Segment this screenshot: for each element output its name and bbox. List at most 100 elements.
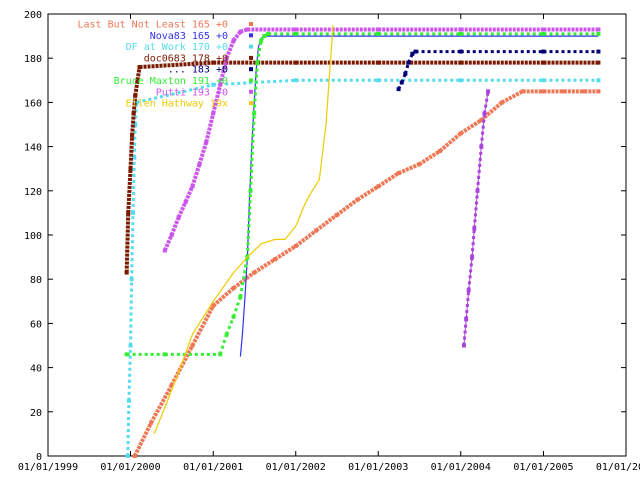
x-tick-label: 01/01/2000 — [100, 462, 160, 473]
series-line — [153, 25, 334, 435]
series-segment — [438, 131, 463, 153]
series-segment — [470, 228, 476, 258]
y-tick-label: 160 — [24, 98, 42, 109]
series-segment — [259, 35, 266, 42]
legend-marker — [249, 55, 253, 60]
series-3 — [124, 60, 601, 275]
series-segment — [133, 80, 140, 97]
series-segment — [211, 84, 223, 114]
legend-marker — [249, 89, 253, 94]
series-segment — [169, 216, 181, 236]
series-segment — [464, 290, 471, 320]
legend-marker — [249, 101, 253, 106]
series-segment — [377, 171, 400, 189]
legend-marker — [249, 44, 253, 49]
series-line — [239, 35, 599, 357]
x-tick-label: 01/01/1999 — [18, 462, 78, 473]
y-tick-label: 60 — [30, 319, 42, 330]
series-5 — [124, 31, 601, 357]
x-tick-label: 01/01/2006 — [596, 462, 640, 473]
series-segment — [239, 27, 248, 34]
y-tick-label: 120 — [24, 187, 42, 198]
data-point — [486, 89, 491, 94]
series-segment — [418, 149, 442, 166]
series-segment — [136, 83, 214, 104]
plot-area — [47, 13, 627, 457]
series-segment — [472, 190, 479, 229]
series-segment — [263, 32, 269, 38]
x-tick-label: 01/01/2003 — [348, 462, 408, 473]
legend-label: Bruce Maxton 191 +0 — [114, 76, 228, 87]
x-tick-label: 01/01/2001 — [183, 462, 243, 473]
series-segment — [211, 286, 235, 308]
x-tick-label: 01/01/2002 — [266, 462, 326, 473]
series-segment — [483, 91, 490, 114]
legend-label: Nova83 165 +0 — [150, 31, 228, 42]
series-segment — [213, 78, 296, 87]
series-2 — [125, 78, 601, 458]
y-tick-label: 0 — [36, 452, 42, 463]
y-tick-label: 200 — [24, 10, 42, 21]
series-1 — [239, 35, 599, 357]
series-segment — [462, 318, 468, 346]
series-segment — [238, 256, 249, 298]
legend-label: Last But Not Least 165 +0 — [77, 20, 228, 31]
series-segment — [163, 234, 174, 252]
series-segment — [204, 112, 216, 143]
series-segment — [131, 95, 138, 114]
legend-label: Putti 193 +0 — [156, 87, 228, 98]
series-segment — [224, 39, 236, 59]
series-segment — [400, 73, 407, 84]
legend-marker — [249, 33, 253, 38]
legend-marker — [249, 22, 253, 26]
y-tick-label: 180 — [24, 54, 42, 65]
legend-label: Ellen Hathway 19x — [126, 99, 228, 110]
series-segment — [130, 212, 135, 280]
series-6 — [162, 27, 601, 253]
series-segment — [475, 146, 483, 191]
x-tick-label: 01/01/2004 — [431, 462, 491, 473]
y-tick-label: 80 — [30, 275, 42, 286]
series-4 — [396, 49, 601, 92]
series-segment — [397, 162, 420, 175]
series-segment — [139, 60, 214, 70]
series-segment — [245, 190, 253, 258]
series-segment — [294, 228, 318, 248]
series-7 — [153, 25, 334, 435]
series-segment — [255, 40, 263, 63]
legend-marker — [249, 78, 253, 83]
data-point — [125, 454, 130, 458]
series-segment — [133, 421, 153, 457]
series-segment — [397, 81, 404, 90]
series-segment — [135, 66, 142, 81]
legend-label: DF at Work 170 +0 — [126, 42, 228, 53]
series-segment — [335, 198, 359, 217]
series-segment — [126, 168, 133, 214]
series-segment — [411, 50, 417, 56]
series-segment — [252, 62, 259, 114]
series-segment — [273, 244, 297, 261]
series-segment — [231, 30, 242, 42]
y-axis: 0 20 40 60 80 100 120 140 160 180 200 — [24, 10, 626, 463]
series-layer — [124, 25, 601, 458]
legend-marker — [249, 67, 253, 72]
y-tick-label: 40 — [30, 364, 42, 375]
series-segment — [480, 100, 504, 122]
legend-label: doc0683 178 +0 — [144, 53, 228, 64]
legend-label: ... 183 +0 — [168, 65, 228, 76]
y-tick-label: 140 — [24, 143, 42, 154]
series-segment — [130, 113, 136, 136]
series-8 — [461, 89, 491, 348]
series-segment — [124, 212, 131, 273]
series-segment — [218, 57, 229, 86]
series-segment — [232, 270, 256, 290]
series-segment — [183, 185, 195, 203]
series-segment — [169, 344, 195, 387]
y-tick-label: 20 — [30, 408, 42, 419]
series-segment — [403, 62, 410, 75]
plot-frame — [47, 13, 627, 457]
series-segment — [314, 213, 338, 233]
series-segment — [459, 118, 483, 136]
